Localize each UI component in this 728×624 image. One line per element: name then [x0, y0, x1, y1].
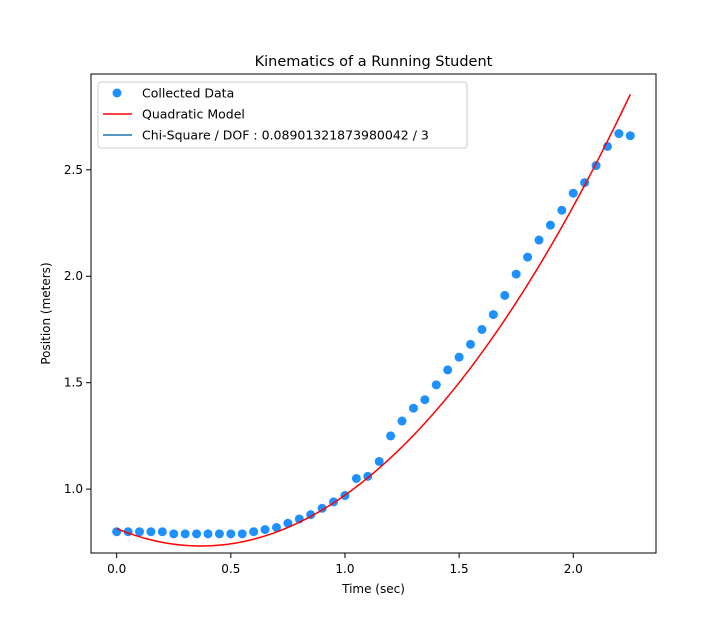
x-axis: 0.0 0.5 1.0 1.5 2.0	[107, 553, 583, 576]
y-axis-label: Position (meters)	[39, 262, 53, 364]
data-point	[557, 205, 567, 215]
x-tick-label: 1.0	[335, 562, 354, 576]
legend-marker-scatter	[112, 88, 122, 98]
y-tick-label: 1.0	[64, 482, 83, 496]
data-point	[397, 416, 407, 426]
y-tick-label: 2.0	[64, 269, 83, 283]
data-point	[363, 471, 373, 481]
data-point	[477, 324, 487, 334]
data-point	[283, 518, 293, 528]
data-point	[135, 527, 145, 537]
data-point	[203, 529, 213, 539]
legend-label: Chi-Square / DOF : 0.08901321873980042 /…	[142, 128, 429, 143]
data-point	[511, 269, 521, 279]
data-point	[180, 529, 190, 539]
data-point	[488, 310, 498, 320]
data-point	[408, 403, 418, 413]
data-point	[374, 456, 384, 466]
plot-area	[112, 93, 635, 547]
legend-label: Quadratic Model	[142, 107, 245, 122]
x-tick-label: 2.0	[564, 562, 583, 576]
data-point	[443, 365, 453, 375]
data-point	[271, 522, 281, 532]
data-point	[500, 290, 510, 300]
data-point	[420, 395, 430, 405]
chart-title: Kinematics of a Running Student	[255, 54, 493, 70]
data-point	[614, 129, 624, 139]
data-point	[431, 380, 441, 390]
data-point	[169, 529, 179, 539]
plot-frame	[90, 73, 657, 554]
data-point	[454, 352, 464, 362]
data-point	[545, 220, 555, 230]
y-axis: 1.0 1.5 2.0 2.5	[64, 163, 91, 496]
data-point	[237, 529, 247, 539]
legend-entries: Collected Data Quadratic Model Chi-Square …	[103, 86, 429, 143]
legend-label: Collected Data	[142, 86, 234, 101]
data-point	[226, 529, 236, 539]
data-point	[386, 431, 396, 441]
data-point	[112, 527, 122, 537]
data-point	[157, 527, 167, 537]
data-point	[523, 252, 533, 262]
data-point	[351, 473, 361, 483]
data-point	[249, 527, 259, 537]
data-point	[534, 235, 544, 245]
y-tick-label: 1.5	[64, 376, 83, 390]
data-point	[214, 529, 224, 539]
data-point	[146, 527, 156, 537]
data-point	[568, 188, 578, 198]
data-point	[260, 525, 270, 535]
x-axis-label: Time (sec)	[341, 582, 405, 596]
data-point	[466, 339, 476, 349]
legend: Collected Data Quadratic Model Chi-Square …	[97, 81, 468, 149]
x-tick-label: 0.0	[107, 562, 126, 576]
legend-box	[97, 81, 468, 149]
data-point	[192, 529, 202, 539]
model-curve	[116, 93, 631, 547]
y-tick-label: 2.5	[64, 163, 83, 177]
x-tick-label: 0.5	[221, 562, 240, 576]
data-point	[625, 131, 635, 141]
x-tick-label: 1.5	[450, 562, 469, 576]
